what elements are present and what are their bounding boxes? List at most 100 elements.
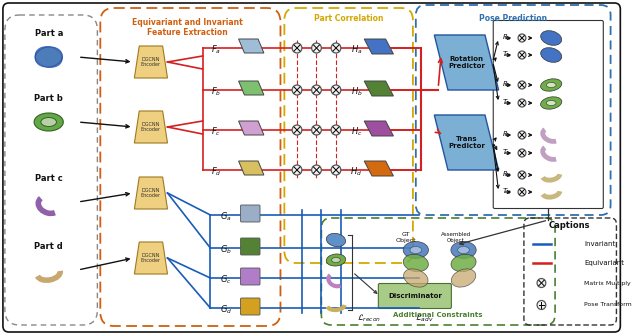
Text: $H_c$: $H_c$: [351, 126, 362, 138]
Ellipse shape: [541, 79, 562, 91]
Text: Part d: Part d: [35, 242, 63, 251]
Ellipse shape: [547, 100, 556, 106]
Polygon shape: [435, 35, 499, 90]
Polygon shape: [364, 39, 394, 54]
FancyBboxPatch shape: [241, 205, 260, 222]
Circle shape: [312, 43, 321, 53]
Text: DGCNN
Encoder: DGCNN Encoder: [141, 253, 161, 263]
Polygon shape: [134, 46, 168, 78]
Polygon shape: [134, 177, 168, 209]
Circle shape: [312, 85, 321, 95]
Circle shape: [537, 300, 546, 310]
Ellipse shape: [35, 47, 62, 67]
Text: $H_a$: $H_a$: [351, 44, 362, 56]
Text: $R_c$: $R_c$: [502, 130, 512, 140]
FancyBboxPatch shape: [493, 20, 604, 208]
Ellipse shape: [451, 269, 476, 287]
Polygon shape: [364, 161, 394, 176]
Text: Part c: Part c: [35, 174, 63, 183]
Polygon shape: [364, 121, 394, 136]
FancyBboxPatch shape: [241, 298, 260, 315]
Circle shape: [292, 165, 302, 175]
Ellipse shape: [403, 254, 428, 272]
Circle shape: [292, 43, 302, 53]
Ellipse shape: [547, 82, 556, 87]
Polygon shape: [239, 81, 264, 95]
Polygon shape: [239, 161, 264, 175]
Text: $F_d$: $F_d$: [211, 166, 221, 178]
Polygon shape: [134, 242, 168, 274]
Circle shape: [292, 125, 302, 135]
Circle shape: [518, 131, 526, 139]
Ellipse shape: [35, 47, 62, 67]
Text: $\mathcal{L}_{adv}$: $\mathcal{L}_{adv}$: [415, 312, 434, 324]
Polygon shape: [364, 81, 394, 96]
Ellipse shape: [451, 254, 476, 272]
Text: Assembled
Object: Assembled Object: [440, 232, 471, 243]
Ellipse shape: [404, 269, 428, 287]
Circle shape: [292, 85, 302, 95]
Circle shape: [331, 165, 341, 175]
Circle shape: [331, 43, 341, 53]
Text: Discriminator: Discriminator: [388, 293, 442, 299]
Ellipse shape: [541, 97, 562, 109]
Ellipse shape: [35, 47, 62, 67]
Text: $G_b$: $G_b$: [220, 244, 232, 256]
Ellipse shape: [541, 31, 562, 45]
Text: $T_c$: $T_c$: [502, 148, 511, 158]
Text: Matrix Multiply: Matrix Multiply: [584, 280, 631, 285]
Ellipse shape: [41, 118, 56, 127]
Text: Additional Constraints: Additional Constraints: [394, 312, 483, 318]
Ellipse shape: [332, 258, 340, 263]
Text: $\mathcal{L}_{recon}$: $\mathcal{L}_{recon}$: [357, 312, 381, 324]
Circle shape: [518, 34, 526, 42]
Text: $F_c$: $F_c$: [211, 126, 221, 138]
Ellipse shape: [326, 233, 346, 247]
Polygon shape: [239, 121, 264, 135]
Text: $G_c$: $G_c$: [220, 274, 232, 286]
Text: DGCNN
Encoder: DGCNN Encoder: [141, 57, 161, 67]
Polygon shape: [134, 111, 168, 143]
Text: Equivariant: Equivariant: [584, 260, 624, 266]
Polygon shape: [435, 115, 499, 170]
Text: Part b: Part b: [35, 93, 63, 103]
Text: Part a: Part a: [35, 28, 63, 38]
Text: $F_a$: $F_a$: [211, 44, 221, 56]
Text: $R_d$: $R_d$: [502, 170, 513, 180]
Text: $G_d$: $G_d$: [220, 304, 232, 316]
Text: Captions: Captions: [549, 220, 591, 229]
Ellipse shape: [410, 247, 422, 254]
Text: Trans
Predictor: Trans Predictor: [448, 135, 485, 148]
Circle shape: [518, 188, 526, 196]
Circle shape: [518, 171, 526, 179]
FancyBboxPatch shape: [378, 283, 451, 309]
Ellipse shape: [458, 247, 469, 254]
Text: $R_a$: $R_a$: [502, 33, 512, 43]
Ellipse shape: [326, 254, 346, 266]
Text: $T_a$: $T_a$: [502, 50, 511, 60]
Circle shape: [518, 51, 526, 59]
Text: $T_b$: $T_b$: [502, 98, 511, 108]
FancyBboxPatch shape: [241, 238, 260, 255]
Text: $G_a$: $G_a$: [220, 211, 232, 223]
Text: $H_b$: $H_b$: [351, 86, 362, 98]
Text: GT
Object: GT Object: [396, 232, 417, 243]
Ellipse shape: [34, 113, 63, 131]
Circle shape: [537, 278, 546, 287]
Text: Rotation
Predictor: Rotation Predictor: [448, 56, 485, 68]
Circle shape: [331, 85, 341, 95]
Ellipse shape: [451, 242, 476, 259]
Circle shape: [518, 99, 526, 107]
Circle shape: [331, 125, 341, 135]
Text: Pose Transform: Pose Transform: [584, 303, 632, 308]
Text: Invariant: Invariant: [584, 241, 616, 247]
Circle shape: [312, 165, 321, 175]
Circle shape: [518, 81, 526, 89]
Text: Pose Prediction: Pose Prediction: [479, 14, 547, 23]
Text: $F_b$: $F_b$: [211, 86, 221, 98]
Ellipse shape: [541, 48, 562, 62]
Circle shape: [312, 125, 321, 135]
Circle shape: [518, 149, 526, 157]
Text: $T_d$: $T_d$: [502, 187, 512, 197]
Text: Equivariant and Invariant
Feature Extraction: Equivariant and Invariant Feature Extrac…: [132, 18, 243, 38]
